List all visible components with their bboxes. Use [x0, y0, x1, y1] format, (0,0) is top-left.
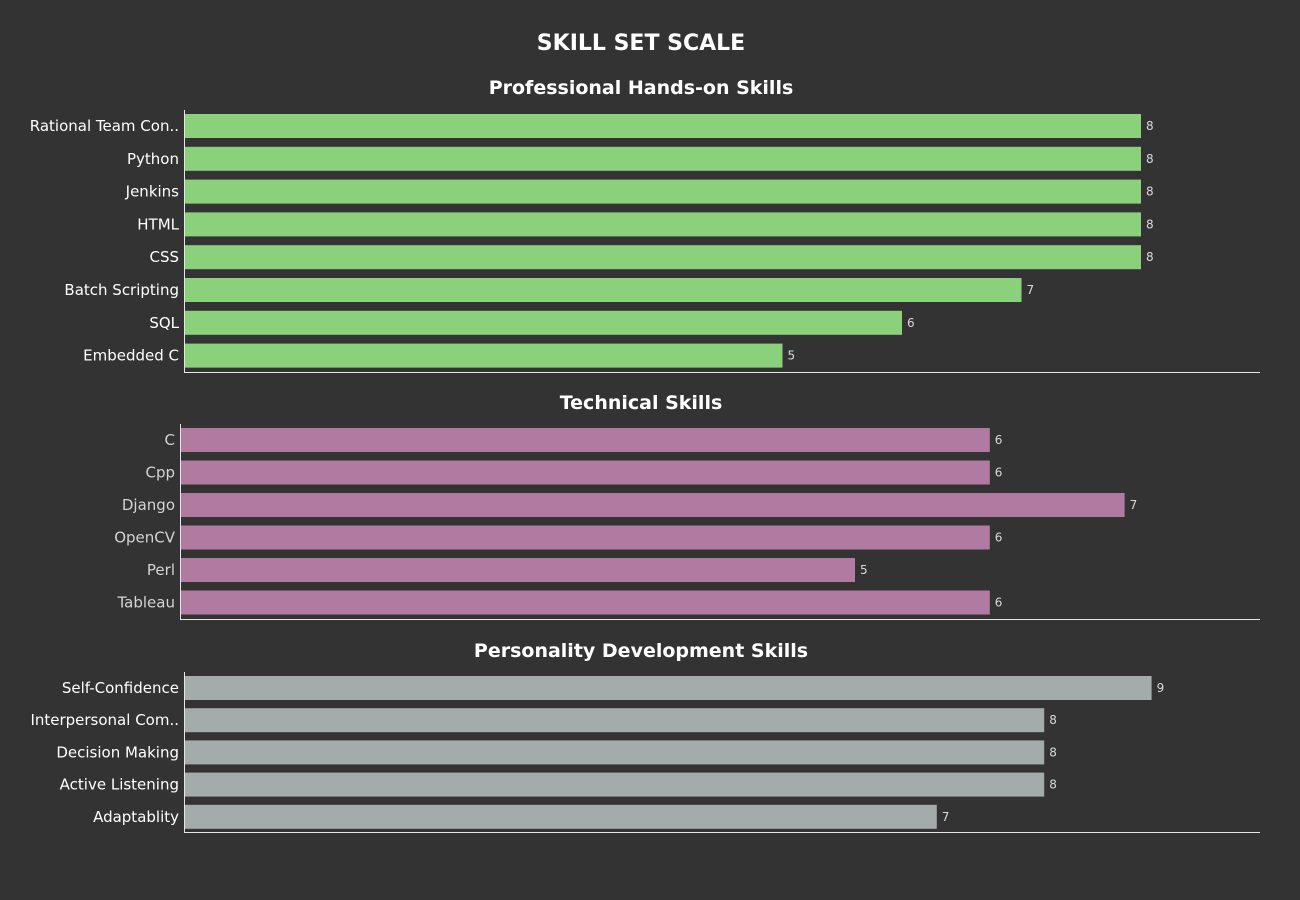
category-label: SQL: [149, 314, 179, 332]
value-label: 8: [1146, 152, 1154, 166]
category-label: Decision Making: [56, 743, 179, 761]
value-label: 8: [1049, 778, 1057, 792]
value-label: 6: [995, 596, 1003, 610]
category-label: Self-Confidence: [62, 679, 179, 697]
value-label: 6: [995, 531, 1003, 545]
bar: [185, 804, 937, 829]
panel-title: Technical Skills: [560, 392, 723, 414]
value-label: 8: [1146, 250, 1154, 264]
bar: [185, 708, 1045, 733]
bar: [181, 460, 990, 485]
value-label: 8: [1146, 185, 1154, 199]
panel-1: Professional Hands-on Skills Rational Tea…: [30, 77, 1260, 373]
category-label: Active Listening: [60, 776, 179, 794]
bar: [185, 772, 1045, 797]
panel-title: Professional Hands-on Skills: [489, 77, 794, 99]
value-label: 7: [1130, 498, 1138, 512]
category-label: Batch Scripting: [64, 281, 179, 299]
category-label: OpenCV: [114, 529, 176, 547]
category-label: HTML: [137, 215, 179, 233]
category-label: Adaptablity: [93, 808, 179, 826]
bar: [181, 590, 990, 615]
bar: [185, 146, 1141, 171]
value-label: 8: [1146, 119, 1154, 133]
category-label: Rational Team Con..: [30, 117, 179, 135]
bar: [185, 310, 902, 335]
bar: [181, 428, 990, 452]
value-label: 8: [1049, 713, 1057, 727]
bar: [181, 493, 1125, 517]
bar: [185, 114, 1141, 138]
bar: [185, 179, 1141, 204]
bar: [185, 278, 1022, 302]
category-label: Cpp: [145, 464, 175, 482]
category-label: CSS: [149, 248, 179, 266]
bar: [185, 740, 1045, 765]
bar: [185, 343, 783, 368]
bar: [185, 245, 1141, 270]
panel-title: Personality Development Skills: [474, 640, 808, 662]
category-label: Django: [122, 496, 175, 514]
panel-2: Technical Skills C 6 Cpp 6 Django 7 OpenCV 6 Perl…: [114, 392, 1260, 620]
bar: [185, 212, 1141, 237]
bar: [181, 525, 990, 550]
value-label: 6: [907, 316, 915, 330]
value-label: 6: [995, 466, 1003, 480]
value-label: 6: [995, 433, 1003, 447]
bar: [185, 676, 1152, 700]
value-label: 7: [942, 810, 950, 824]
value-label: 7: [1027, 283, 1035, 297]
value-label: 8: [1049, 745, 1057, 759]
value-label: 8: [1146, 217, 1154, 231]
category-label: C: [165, 431, 175, 449]
chart-panels: Professional Hands-on Skills Rational Tea…: [30, 77, 1260, 833]
value-label: 5: [788, 349, 796, 363]
category-label: Jenkins: [125, 183, 180, 201]
category-label: Python: [127, 150, 179, 168]
panel-3: Personality Development Skills Self-Confi…: [30, 640, 1260, 833]
category-label: Tableau: [117, 594, 176, 612]
value-label: 5: [860, 563, 868, 577]
category-label: Interpersonal Com..: [30, 711, 179, 729]
category-label: Embedded C: [83, 347, 179, 365]
chart-title: SKILL SET SCALE: [537, 31, 745, 56]
category-label: Perl: [147, 561, 175, 579]
value-label: 9: [1157, 681, 1165, 695]
bar: [181, 558, 855, 582]
